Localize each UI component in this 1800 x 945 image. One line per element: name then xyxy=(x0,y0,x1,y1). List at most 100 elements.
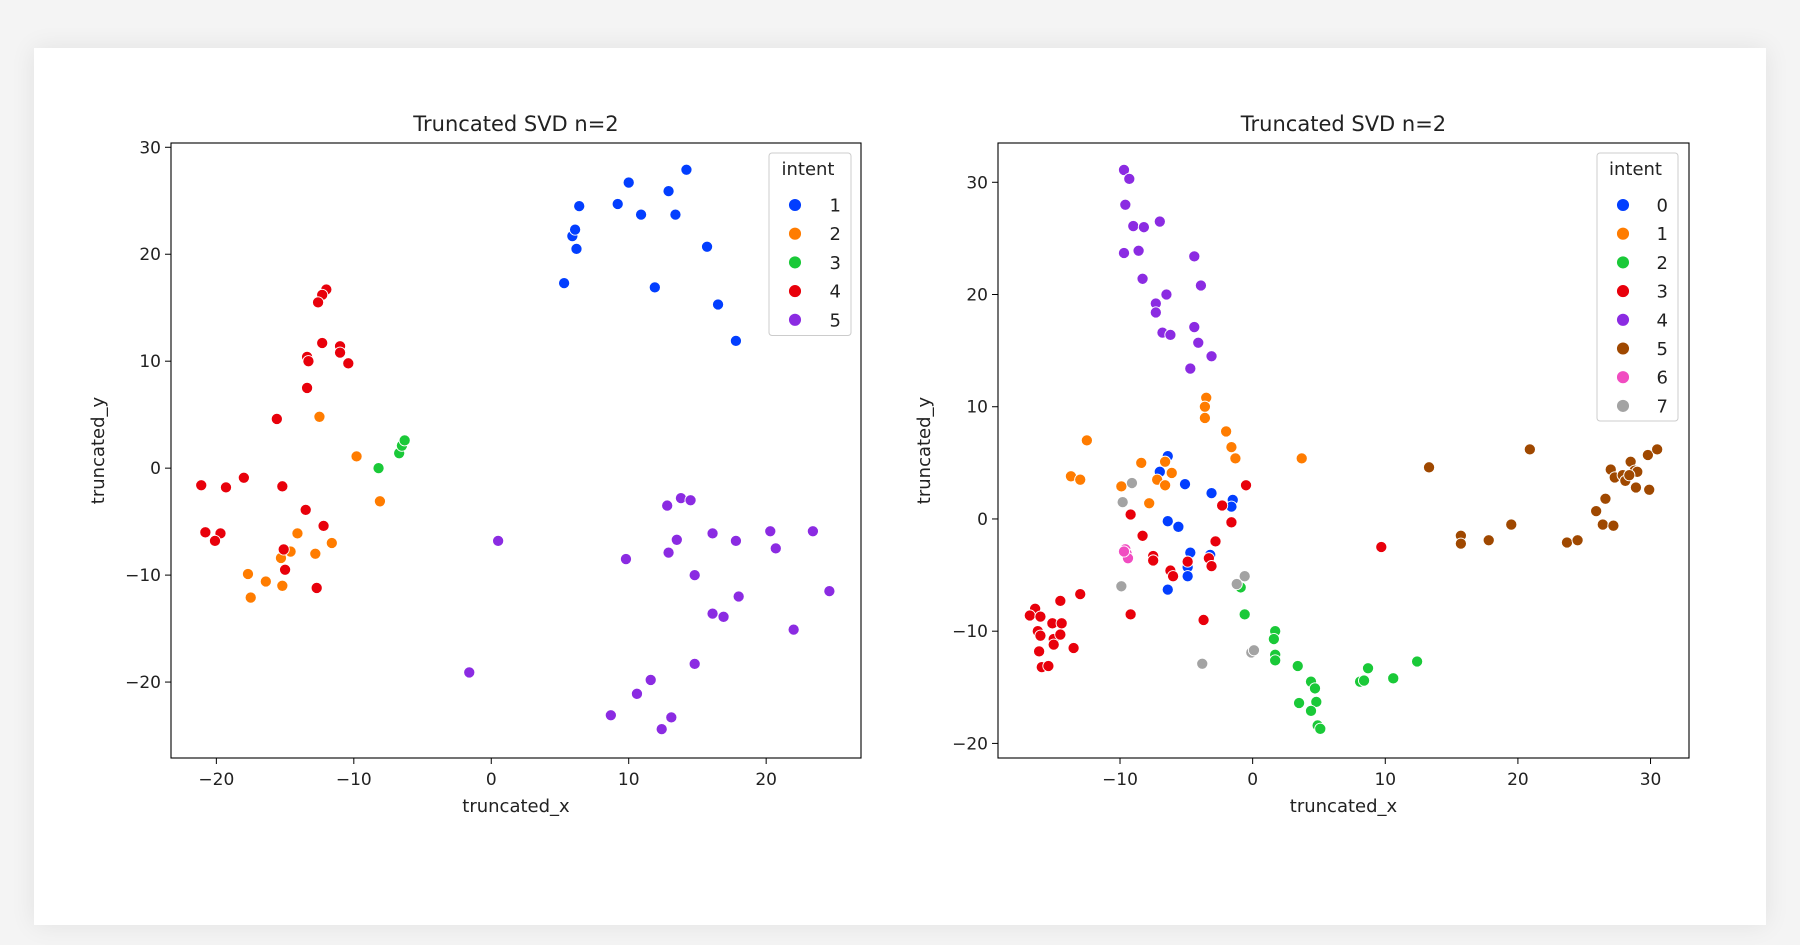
data-point xyxy=(1194,279,1207,292)
data-point xyxy=(680,163,693,176)
data-point xyxy=(611,197,624,211)
data-point xyxy=(558,277,571,290)
data-point xyxy=(1115,480,1128,493)
x-tick-label: 20 xyxy=(1507,770,1529,790)
series-1 xyxy=(1064,391,1308,510)
data-point xyxy=(350,450,363,463)
legend-label: 1 xyxy=(1657,224,1668,245)
data-point xyxy=(373,495,386,508)
data-point xyxy=(1117,163,1131,176)
data-point xyxy=(1205,487,1218,500)
legend-label: 7 xyxy=(1657,396,1668,417)
y-axis-label: truncated_y xyxy=(88,396,109,504)
data-point xyxy=(729,334,742,347)
data-point xyxy=(1375,540,1388,554)
y-tick-label: −20 xyxy=(125,673,161,693)
data-point xyxy=(764,525,777,538)
legend-label: 5 xyxy=(830,310,841,331)
data-point xyxy=(199,526,212,539)
y-tick-label: 20 xyxy=(139,245,161,265)
data-point xyxy=(1267,632,1280,646)
series-4 xyxy=(195,283,355,594)
legend-box xyxy=(1596,152,1679,422)
y-tick-label: 0 xyxy=(977,510,988,530)
data-point xyxy=(1047,638,1060,651)
y-tick-label: 10 xyxy=(139,352,161,372)
legend-marker xyxy=(788,312,802,327)
data-point xyxy=(1196,657,1209,670)
data-point xyxy=(241,567,255,581)
data-point xyxy=(1117,246,1131,260)
data-point xyxy=(619,553,633,566)
data-point xyxy=(302,355,315,368)
x-axis-label: truncated_x xyxy=(1290,796,1398,817)
data-point xyxy=(706,527,719,540)
data-point xyxy=(1135,456,1148,469)
data-point xyxy=(1505,518,1518,531)
data-point xyxy=(1188,250,1201,263)
data-point xyxy=(1136,272,1149,285)
data-point xyxy=(1164,328,1177,341)
data-point xyxy=(1132,244,1145,257)
data-point xyxy=(1358,674,1371,687)
legend-marker xyxy=(1616,398,1630,413)
x-axis-label: truncated_x xyxy=(462,796,570,817)
data-point xyxy=(1643,483,1656,496)
data-point xyxy=(1422,461,1436,474)
data-point xyxy=(1310,695,1323,708)
data-point xyxy=(661,499,674,512)
data-point xyxy=(1054,594,1067,607)
data-point xyxy=(1119,198,1132,211)
data-point xyxy=(648,281,661,294)
data-point xyxy=(277,543,290,556)
data-point xyxy=(1293,696,1306,710)
data-point xyxy=(398,434,411,447)
chart-title: Truncated SVD n=2 xyxy=(412,112,618,136)
data-point xyxy=(1651,443,1664,456)
y-tick-label: 0 xyxy=(150,459,161,479)
y-tick-label: 10 xyxy=(966,398,988,418)
data-point xyxy=(1074,588,1087,601)
data-point xyxy=(1116,496,1129,509)
y-axis-label: truncated_y xyxy=(914,396,935,504)
x-tick-label: 10 xyxy=(618,770,640,790)
legend-label: 2 xyxy=(830,224,841,245)
data-point xyxy=(1161,583,1174,596)
data-point xyxy=(309,547,322,560)
series-5 xyxy=(463,492,836,736)
data-point xyxy=(492,534,505,547)
y-tick-label: 30 xyxy=(966,173,988,193)
data-point xyxy=(644,673,657,686)
data-point xyxy=(1361,662,1375,675)
data-point xyxy=(1080,434,1093,447)
data-point xyxy=(823,585,836,598)
series-1 xyxy=(558,163,742,347)
data-point xyxy=(769,542,782,555)
legend-label: 4 xyxy=(830,282,841,303)
data-point xyxy=(1239,479,1253,492)
legend-label: 2 xyxy=(1657,253,1668,274)
data-point xyxy=(299,503,312,516)
data-point xyxy=(1055,617,1068,630)
data-point xyxy=(237,471,250,484)
series-4 xyxy=(1117,163,1218,375)
data-point xyxy=(1387,672,1400,685)
data-point xyxy=(806,525,819,538)
data-point xyxy=(1198,411,1211,425)
legend-label: 0 xyxy=(1657,196,1668,217)
data-point xyxy=(1599,492,1612,505)
data-point xyxy=(729,534,742,547)
data-point xyxy=(279,563,292,576)
data-point xyxy=(1247,644,1261,657)
data-point xyxy=(1172,520,1185,533)
data-point xyxy=(291,527,304,540)
legend-marker xyxy=(788,255,802,270)
data-point xyxy=(1067,641,1080,655)
data-point xyxy=(316,336,329,350)
data-point xyxy=(1197,613,1210,627)
data-point xyxy=(1143,497,1156,510)
data-point xyxy=(1454,537,1467,550)
data-point xyxy=(1523,443,1536,456)
legend: intent 1 2 3 4 5 xyxy=(768,152,852,336)
x-tick-label: 0 xyxy=(1247,770,1258,790)
